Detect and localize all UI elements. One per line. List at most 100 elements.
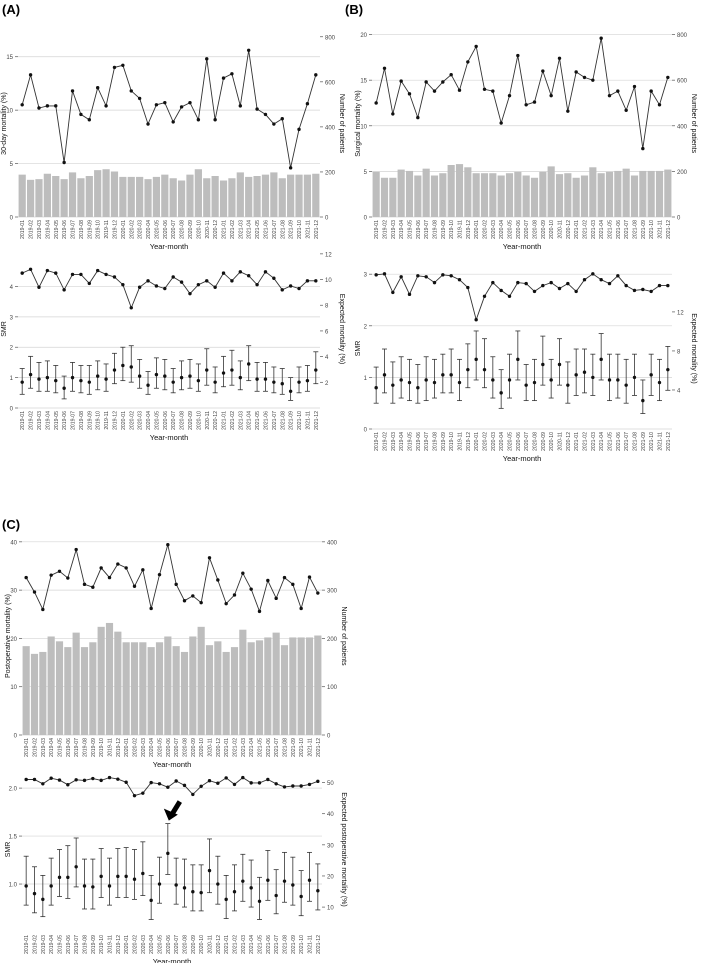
bar (245, 176, 253, 217)
x-tick-label: 2021-06 (616, 432, 622, 451)
line-point (104, 104, 108, 108)
bar (253, 175, 261, 217)
x-tick-label: 2020-01 (124, 935, 130, 954)
left-tick-label: 3 (364, 273, 368, 279)
line-point (549, 280, 553, 285)
line-point (541, 69, 545, 73)
x-tick-label: 2021-08 (283, 935, 289, 954)
bar (464, 167, 472, 217)
smr-point (124, 874, 128, 879)
x-tick-label: 2021-09 (289, 411, 295, 430)
x-tick-label: 2021-03 (241, 935, 247, 954)
line-point (149, 780, 153, 785)
smr-point (174, 883, 178, 887)
x-tick-label: 2020-08 (183, 738, 189, 757)
bar (85, 175, 93, 217)
series-line (21, 50, 317, 168)
right-axis-title: Expected postoperative mortality (%) (340, 792, 347, 906)
x-tick-label: 2020-12 (213, 411, 219, 430)
smr-point (274, 893, 278, 898)
line-point (104, 272, 108, 277)
line-point (154, 284, 159, 288)
right-tick-label: 0 (325, 216, 329, 222)
x-tick-label: 2021-09 (291, 738, 297, 757)
line-point (132, 793, 137, 798)
smr-point (582, 370, 587, 374)
x-tick-label: 2019-01 (24, 935, 30, 954)
bar (230, 647, 239, 735)
x-tick-label: 2020-06 (166, 738, 172, 757)
x-tick-label: 2021-01 (574, 220, 580, 239)
x-tick-label: 2021-12 (316, 738, 322, 757)
smr-point (166, 851, 170, 856)
line-point (482, 87, 487, 91)
smr-point (132, 877, 137, 881)
smr-point (291, 883, 295, 887)
smr-point (305, 378, 310, 383)
x-tick-label: 2020-03 (141, 935, 147, 954)
smr-point (382, 373, 387, 377)
smr-point (224, 897, 228, 902)
panel-label-c: (C) (2, 517, 21, 532)
x-tick-label: 2021-06 (616, 220, 622, 239)
smr-point (95, 374, 100, 378)
x-tick-label: 2019-07 (74, 935, 80, 954)
line-point (205, 279, 209, 283)
line-point (424, 275, 428, 279)
bar (130, 642, 139, 735)
bar (55, 641, 64, 735)
bar (397, 169, 405, 217)
bar (97, 626, 105, 735)
bar (197, 626, 205, 735)
line-point (591, 78, 595, 82)
bar (110, 171, 119, 217)
right-tick-label: 10 (325, 278, 332, 284)
smr-point (257, 899, 262, 904)
line-point (374, 101, 378, 105)
smr-point (188, 374, 192, 378)
line-point (182, 599, 187, 603)
right-tick-label: 8 (677, 349, 681, 355)
x-tick-label: 2021-01 (574, 432, 580, 451)
line-point (591, 272, 595, 276)
series-line (26, 777, 318, 797)
x-tick-label: 2021-06 (263, 220, 269, 239)
line-point (532, 100, 537, 104)
x-tick-label: 2021-11 (658, 432, 664, 451)
bar (47, 636, 55, 735)
smr-point (516, 357, 520, 362)
smr-point (238, 375, 243, 380)
smr-point (154, 372, 159, 377)
x-tick-label: 2020-11 (208, 738, 214, 757)
line-point (399, 275, 403, 279)
x-tick-label: 2020-03 (138, 220, 144, 239)
line-point (124, 780, 128, 784)
panel-a-top: 0 5 10 15 0 200 400 600 800 2019-01 2019-02 2019-03… (1, 35, 345, 251)
line-point (137, 96, 142, 101)
left-axis-title: SMR (5, 842, 12, 858)
smr-point (280, 381, 284, 386)
right-tick-label: 200 (325, 170, 336, 176)
bar (189, 636, 197, 735)
x-tick-label: 2020-12 (566, 432, 572, 451)
x-tick-label: 2021-01 (224, 935, 230, 954)
x-tick-label: 2019-08 (83, 738, 89, 757)
smr-point (566, 383, 570, 387)
smr-point (641, 398, 645, 403)
line-point (132, 584, 137, 588)
line-point (532, 289, 537, 294)
x-tick-label: 2019-01 (24, 738, 30, 757)
x-tick-label: 2019-04 (45, 411, 51, 430)
line-point (70, 89, 75, 93)
line-point (457, 278, 462, 282)
x-tick-label: 2021-04 (249, 935, 255, 954)
line-point (382, 66, 387, 71)
bar (255, 640, 264, 735)
smr-point (416, 386, 420, 390)
x-tick-label: 2021-04 (599, 220, 605, 239)
x-tick-label: 2021-08 (633, 432, 639, 451)
line-point (207, 556, 212, 560)
